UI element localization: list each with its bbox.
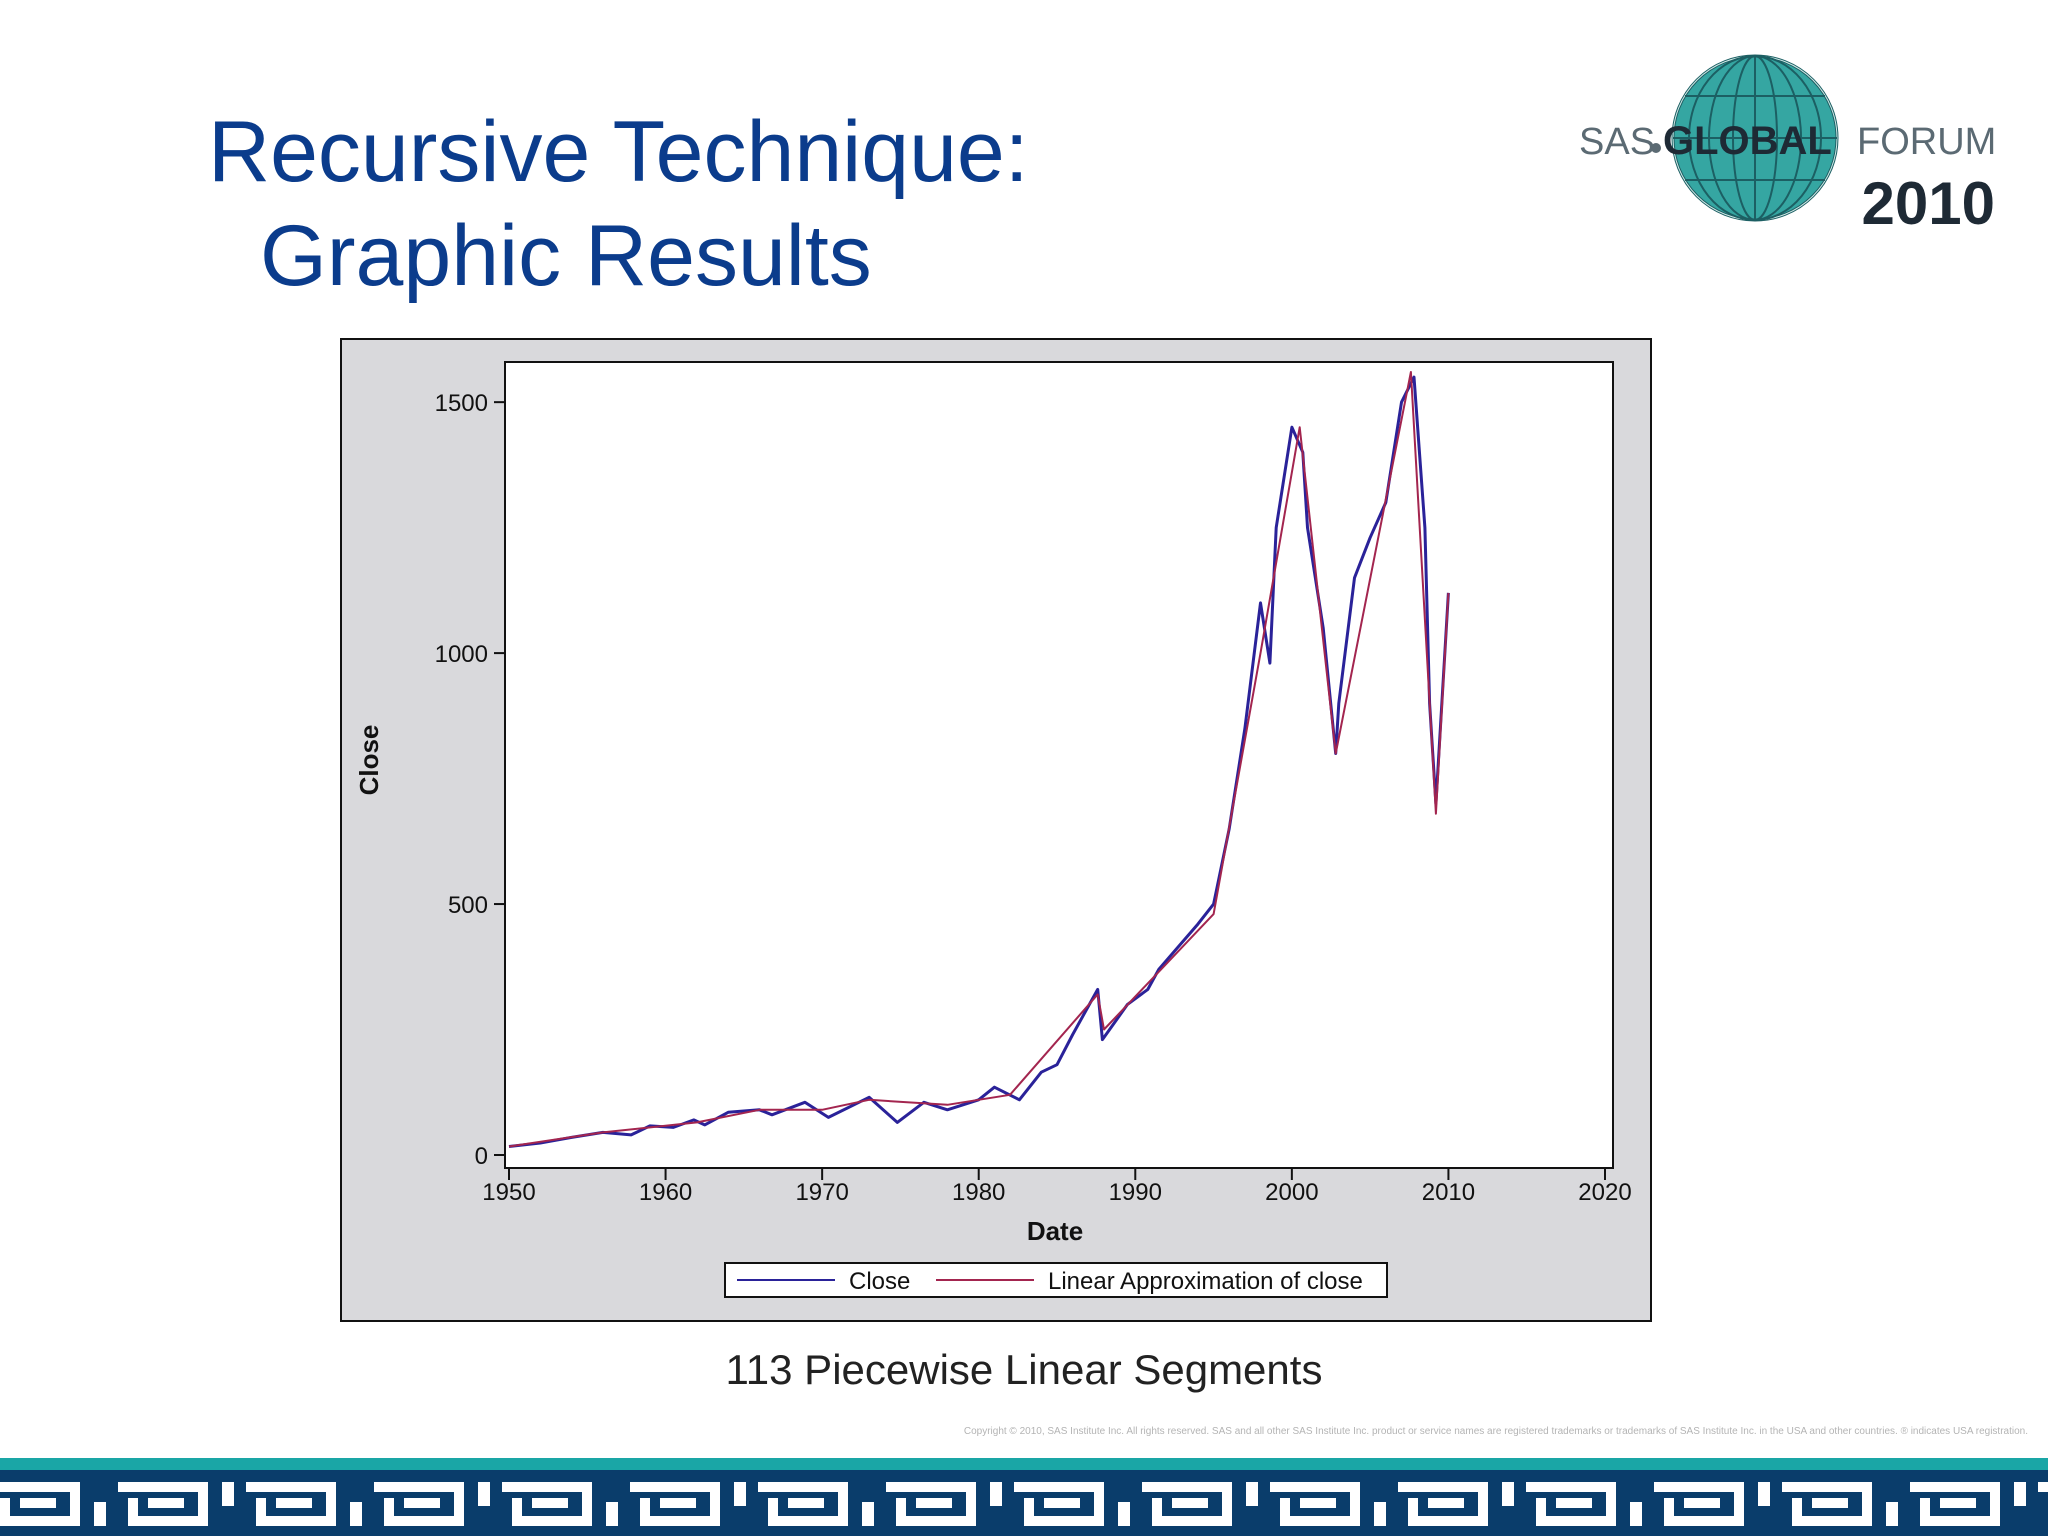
logo-text-sas: SAS bbox=[1579, 121, 1655, 163]
series-layer bbox=[508, 371, 1450, 1148]
sas-global-forum-logo: SAS GLOBAL FORUM 2010 bbox=[1579, 54, 1996, 237]
legend-label-approx: Linear Approximation of close bbox=[1048, 1268, 1363, 1295]
copyright-notice: Copyright © 2010, SAS Institute Inc. All… bbox=[963, 1426, 2028, 1437]
legend-label-close: Close bbox=[849, 1268, 910, 1295]
plot-area bbox=[504, 361, 1614, 1169]
slide-title-line-2: Graphic Results bbox=[260, 208, 872, 304]
legend: Close Linear Approximation of close bbox=[724, 1262, 1388, 1298]
logo-text-forum: FORUM bbox=[1857, 121, 1996, 163]
slide-title-line-1: Recursive Technique: bbox=[208, 104, 1029, 200]
slide-caption: 113 Piecewise Linear Segments bbox=[725, 1346, 1323, 1393]
close-series-line bbox=[508, 375, 1450, 1148]
stock-close-chart: 0 500 1000 1500 1950 1960 1970 1980 1990 2000 201… bbox=[354, 361, 1632, 1298]
globe-icon bbox=[1671, 54, 1839, 222]
x-tick-label: 1960 bbox=[639, 1179, 692, 1206]
y-tick-label: 0 bbox=[475, 1143, 488, 1170]
y-tick-label: 1500 bbox=[435, 390, 488, 417]
logo-year: 2010 bbox=[1862, 170, 1995, 237]
x-tick-label: 2000 bbox=[1265, 1179, 1318, 1206]
x-tick-label: 1950 bbox=[482, 1179, 535, 1206]
x-tick-label: 1990 bbox=[1109, 1179, 1162, 1206]
x-tick-label: 1980 bbox=[952, 1179, 1005, 1206]
linear-approximation-line bbox=[508, 371, 1450, 1148]
y-axis: 0 500 1000 1500 bbox=[435, 390, 505, 1170]
x-axis: 1950 1960 1970 1980 1990 2000 2010 2020 bbox=[482, 1168, 1632, 1206]
x-tick-label: 2010 bbox=[1422, 1179, 1475, 1206]
x-axis-label: Date bbox=[1027, 1216, 1083, 1246]
y-axis-label: Close bbox=[354, 725, 384, 796]
footer-decorative-band bbox=[0, 1458, 2048, 1536]
logo-text-global: GLOBAL bbox=[1663, 119, 1832, 163]
slide-title: Recursive Technique: Graphic Results bbox=[208, 100, 1029, 308]
x-tick-label: 1970 bbox=[795, 1179, 848, 1206]
chart-panel: 0 500 1000 1500 1950 1960 1970 1980 1990 2000 201… bbox=[340, 338, 1652, 1322]
x-tick-label: 2020 bbox=[1578, 1179, 1631, 1206]
y-tick-label: 500 bbox=[448, 892, 488, 919]
y-tick-label: 1000 bbox=[435, 641, 488, 668]
